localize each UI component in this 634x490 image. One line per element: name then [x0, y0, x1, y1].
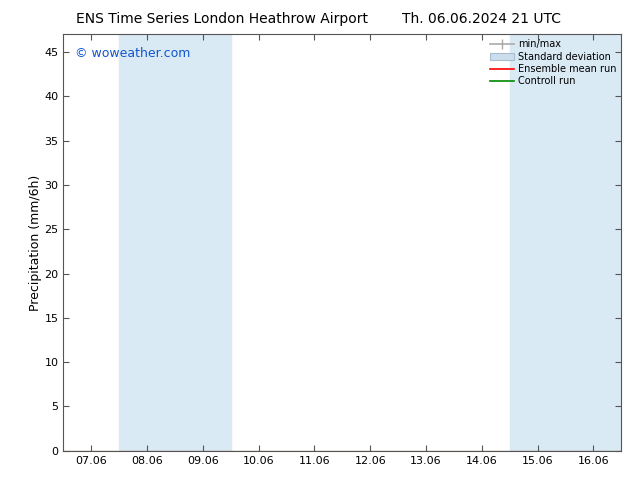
Text: ENS Time Series London Heathrow Airport: ENS Time Series London Heathrow Airport [76, 12, 368, 26]
Y-axis label: Precipitation (mm/6h): Precipitation (mm/6h) [29, 174, 42, 311]
Text: © woweather.com: © woweather.com [75, 47, 190, 60]
Bar [566, 34, 621, 451]
Bar [119, 34, 175, 451]
Text: Th. 06.06.2024 21 UTC: Th. 06.06.2024 21 UTC [403, 12, 561, 26]
Legend: min/max, Standard deviation, Ensemble mean run, Controll run: min/max, Standard deviation, Ensemble me… [489, 39, 616, 86]
Bar [510, 34, 566, 451]
Bar [175, 34, 231, 451]
